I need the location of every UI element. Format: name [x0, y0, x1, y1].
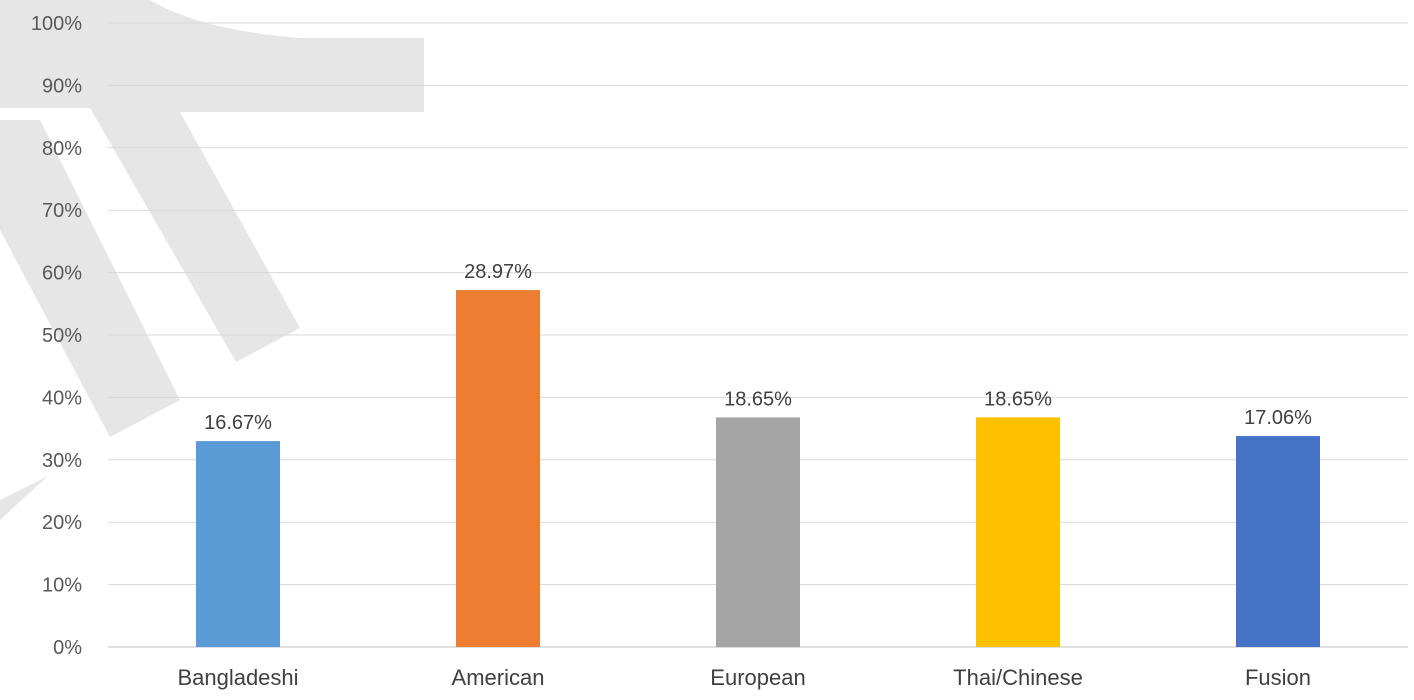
y-axis: 0% 10% 20% 30% 40% 50% 60% 70% 80% 90% 100%	[31, 13, 82, 659]
x-tick-label: Thai/Chinese	[953, 665, 1083, 690]
watermark-diagonal-stroke	[0, 120, 180, 437]
y-tick-label: 0%	[53, 637, 82, 659]
bar	[196, 441, 280, 647]
y-tick-label: 20%	[42, 512, 82, 534]
watermark-logo	[0, 0, 424, 520]
data-label: 18.65%	[984, 388, 1052, 410]
data-label: 17.06%	[1244, 407, 1312, 429]
y-tick-label: 70%	[42, 200, 82, 222]
y-tick-label: 90%	[42, 75, 82, 97]
y-tick-label: 50%	[42, 325, 82, 347]
data-label: 28.97%	[464, 261, 532, 283]
data-label: 18.65%	[724, 388, 792, 410]
y-tick-label: 60%	[42, 263, 82, 285]
y-tick-label: 30%	[42, 450, 82, 472]
y-tick-label: 10%	[42, 575, 82, 597]
x-tick-label: European	[710, 665, 805, 690]
x-tick-label: Bangladeshi	[177, 665, 298, 690]
y-tick-label: 100%	[31, 13, 82, 35]
y-tick-label: 40%	[42, 387, 82, 409]
watermark-corner	[0, 476, 48, 520]
x-axis: Bangladeshi American European Thai/Chinese F…	[177, 665, 1311, 690]
data-labels: 16.67% 28.97% 18.65% 18.65% 17.06%	[204, 261, 1312, 434]
bar	[716, 417, 800, 647]
y-tick-label: 80%	[42, 138, 82, 160]
bar	[1236, 436, 1320, 647]
watermark-top-stroke	[0, 0, 424, 362]
data-label: 16.67%	[204, 412, 272, 434]
bar	[456, 290, 540, 647]
x-tick-label: American	[452, 665, 545, 690]
x-tick-label: Fusion	[1245, 665, 1311, 690]
bars	[196, 290, 1320, 647]
bar	[976, 417, 1060, 647]
